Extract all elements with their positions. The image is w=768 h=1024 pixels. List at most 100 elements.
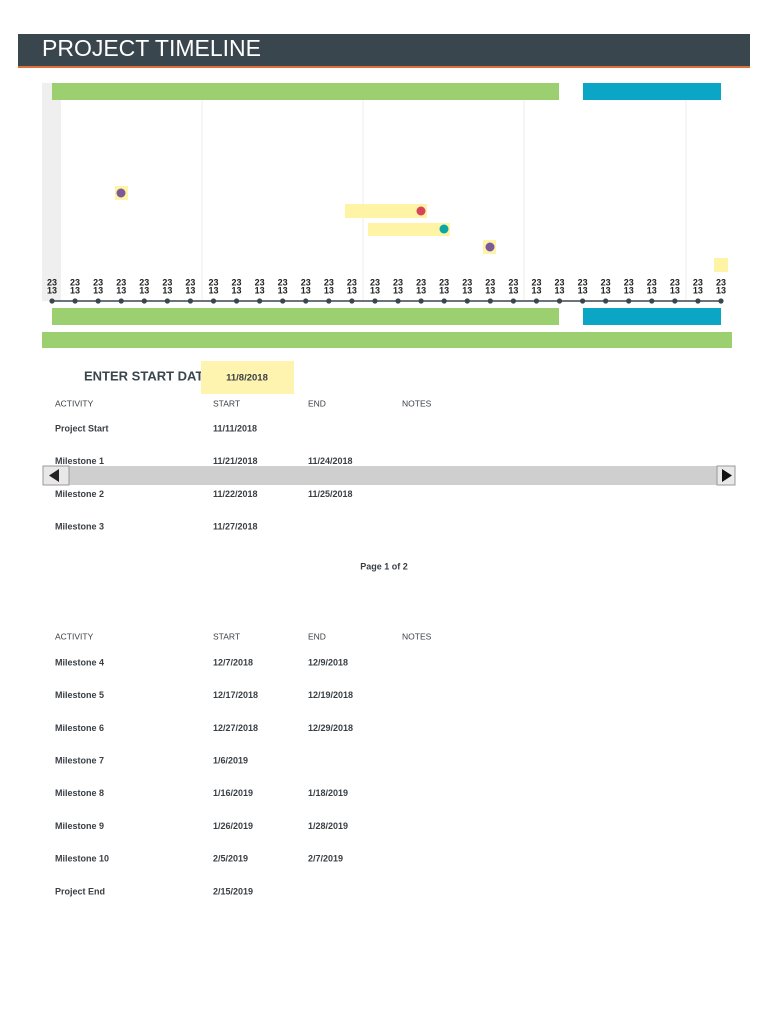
table-cell: Milestone 3	[55, 521, 104, 531]
tick-label: 23	[255, 277, 265, 287]
column-header: NOTES	[402, 631, 432, 641]
table-cell: 1/26/2019	[213, 821, 253, 831]
tick-dot	[718, 298, 724, 304]
milestone-dot	[416, 206, 426, 216]
tick-dot	[326, 298, 332, 304]
tick-label: 23	[462, 277, 472, 287]
start-date-box[interactable]	[201, 361, 294, 394]
tick-label: 23	[370, 277, 380, 287]
title: PROJECT TIMELINE	[42, 35, 261, 61]
tick-label: 23	[393, 277, 403, 287]
table-cell: 12/7/2018	[213, 657, 253, 667]
table-cell: Milestone 10	[55, 854, 109, 864]
tick-label: 13	[208, 285, 218, 295]
tick-dot	[395, 298, 401, 304]
scrollbar[interactable]	[42, 465, 736, 486]
milestone-dot	[485, 242, 495, 252]
table-cell: 2/7/2019	[308, 854, 343, 864]
table-cell: 11/25/2018	[308, 489, 353, 499]
tick-label: 23	[555, 277, 565, 287]
column-header: ACTIVITY	[55, 631, 94, 641]
axis-ticks: 2313231323132313231323132313231323132313…	[47, 277, 726, 304]
column-header: ACTIVITY	[55, 398, 94, 408]
column-header: START	[213, 631, 240, 641]
scroll-track[interactable]	[43, 466, 735, 485]
tick-label: 13	[393, 285, 403, 295]
tick-dot	[95, 298, 101, 304]
tick-label: 23	[601, 277, 611, 287]
overall-bar	[42, 332, 732, 348]
tick-label: 23	[116, 277, 126, 287]
tick-dot	[257, 298, 263, 304]
tick-label: 13	[555, 285, 565, 295]
tick-label: 13	[601, 285, 611, 295]
tick-label: 23	[439, 277, 449, 287]
start-date-label: ENTER START DATE:	[84, 368, 216, 383]
tick-label: 13	[162, 285, 172, 295]
column-header: NOTES	[402, 398, 432, 408]
tick-label: 23	[70, 277, 80, 287]
tick-label: 23	[693, 277, 703, 287]
tick-label: 23	[578, 277, 588, 287]
table-cell: Milestone 8	[55, 788, 104, 798]
table-cell: 1/18/2019	[308, 788, 348, 798]
tick-dot	[464, 298, 470, 304]
tick-label: 23	[716, 277, 726, 287]
table-cell: Project End	[55, 886, 105, 896]
tick-dot	[556, 298, 563, 304]
tick-label: 13	[278, 285, 288, 295]
tick-label: 13	[70, 285, 80, 295]
tick-label: 13	[716, 285, 726, 295]
column-header: START	[213, 398, 240, 408]
tick-label: 13	[255, 285, 265, 295]
tick-label: 13	[508, 285, 518, 295]
tick-label: 13	[531, 285, 541, 295]
tick-label: 13	[93, 285, 103, 295]
tick-label: 23	[508, 277, 518, 287]
tick-label: 13	[47, 285, 57, 295]
tick-dot	[210, 298, 217, 304]
table-cell: Milestone 4	[55, 657, 104, 667]
tick-label: 13	[370, 285, 380, 295]
tick-label: 13	[485, 285, 495, 295]
tick-label: 13	[116, 285, 126, 295]
phase-bar	[52, 308, 559, 325]
table-cell: Milestone 5	[55, 690, 104, 700]
table-cell: 11/27/2018	[213, 521, 258, 531]
tick-label: 23	[139, 277, 149, 287]
tick-label: 23	[485, 277, 495, 287]
milestone-box	[714, 258, 728, 272]
page-number: Page 1 of 2	[360, 561, 408, 571]
tick-label: 23	[208, 277, 218, 287]
table-cell: 11/21/2018	[213, 456, 258, 466]
tick-label: 13	[439, 285, 449, 295]
tick-dot	[72, 298, 78, 304]
tick-label: 23	[624, 277, 634, 287]
start-date-value: 11/8/2018	[226, 373, 268, 384]
table-cell: Milestone 6	[55, 723, 104, 733]
table-cell: Milestone 9	[55, 821, 104, 831]
tick-dot	[626, 298, 632, 304]
phase-bar	[583, 83, 721, 100]
tick-label: 13	[232, 285, 242, 295]
tick-dot	[603, 298, 609, 304]
milestone-dot	[439, 224, 449, 234]
tick-dot	[280, 298, 286, 304]
tick-dot	[441, 298, 447, 304]
milestone-dot	[116, 188, 126, 198]
table-cell: 11/22/2018	[213, 489, 258, 499]
tick-label: 23	[185, 277, 195, 287]
tick-dot	[187, 298, 194, 304]
header-bar	[18, 34, 750, 66]
table-cell: 11/11/2018	[213, 423, 257, 433]
tick-label: 23	[162, 277, 172, 287]
milestone-box	[368, 223, 450, 236]
tick-label: 13	[185, 285, 195, 295]
arrow-left	[49, 469, 59, 482]
tick-label: 23	[670, 277, 680, 287]
tick-label: 13	[301, 285, 311, 295]
table-cell: 2/15/2019	[213, 886, 253, 896]
arrow-right	[722, 469, 732, 482]
table-cell: 1/28/2019	[308, 821, 348, 831]
tick-label: 23	[301, 277, 311, 287]
